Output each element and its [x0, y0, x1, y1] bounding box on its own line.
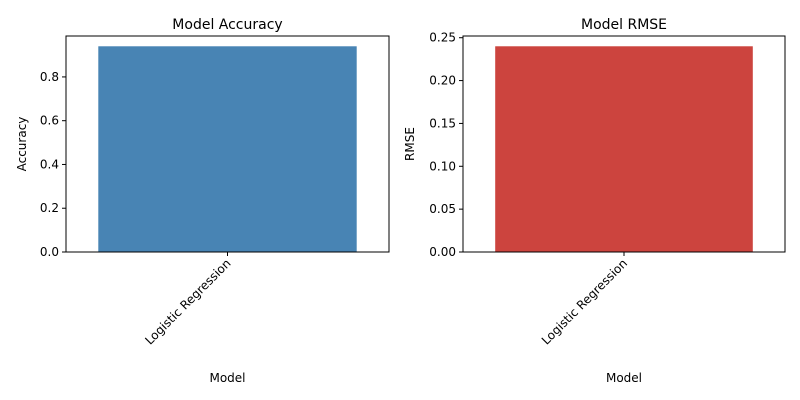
y-tick-label: 0.0 [40, 245, 59, 259]
y-tick-label: 0.6 [40, 114, 59, 128]
x-axis-label: Model [209, 371, 245, 385]
y-ticks: 0.0 0.2 0.4 0.6 0.8 [40, 70, 66, 259]
bar [495, 46, 753, 253]
y-tick-label: 0.00 [429, 245, 456, 259]
y-tick-label: 0.15 [429, 116, 456, 130]
y-tick-label: 0.25 [429, 31, 456, 45]
x-tick-label: Logistic Regression [539, 256, 630, 347]
y-ticks: 0.00 0.05 0.10 0.15 0.20 0.25 [429, 31, 463, 259]
x-ticks: Logistic Regression [142, 252, 234, 348]
plot-frame [462, 35, 786, 253]
y-axis-label: Accuracy [15, 117, 29, 172]
bar [98, 46, 357, 253]
rmse-chart: Model RMSE 0.00 0.05 0.10 0.15 0.20 0.25 Logi… [403, 17, 786, 385]
chart-title: Model RMSE [581, 17, 667, 33]
y-axis-label: RMSE [403, 127, 417, 161]
accuracy-chart: Model Accuracy 0.0 0.2 0.4 0.6 0.8 Logistic … [15, 17, 390, 385]
y-tick-label: 0.2 [40, 201, 59, 215]
x-tick-label: Logistic Regression [142, 256, 233, 347]
y-tick-label: 0.8 [40, 70, 59, 84]
y-tick-label: 0.10 [429, 159, 456, 173]
x-ticks: Logistic Regression [539, 252, 630, 348]
chart-title: Model Accuracy [172, 17, 282, 33]
y-tick-label: 0.20 [429, 74, 456, 88]
x-axis-label: Model [606, 371, 642, 385]
bars-group [98, 46, 357, 253]
plot-frame [65, 35, 390, 253]
y-tick-label: 0.4 [40, 157, 59, 171]
y-tick-label: 0.05 [429, 202, 456, 216]
bars-group [495, 46, 753, 253]
